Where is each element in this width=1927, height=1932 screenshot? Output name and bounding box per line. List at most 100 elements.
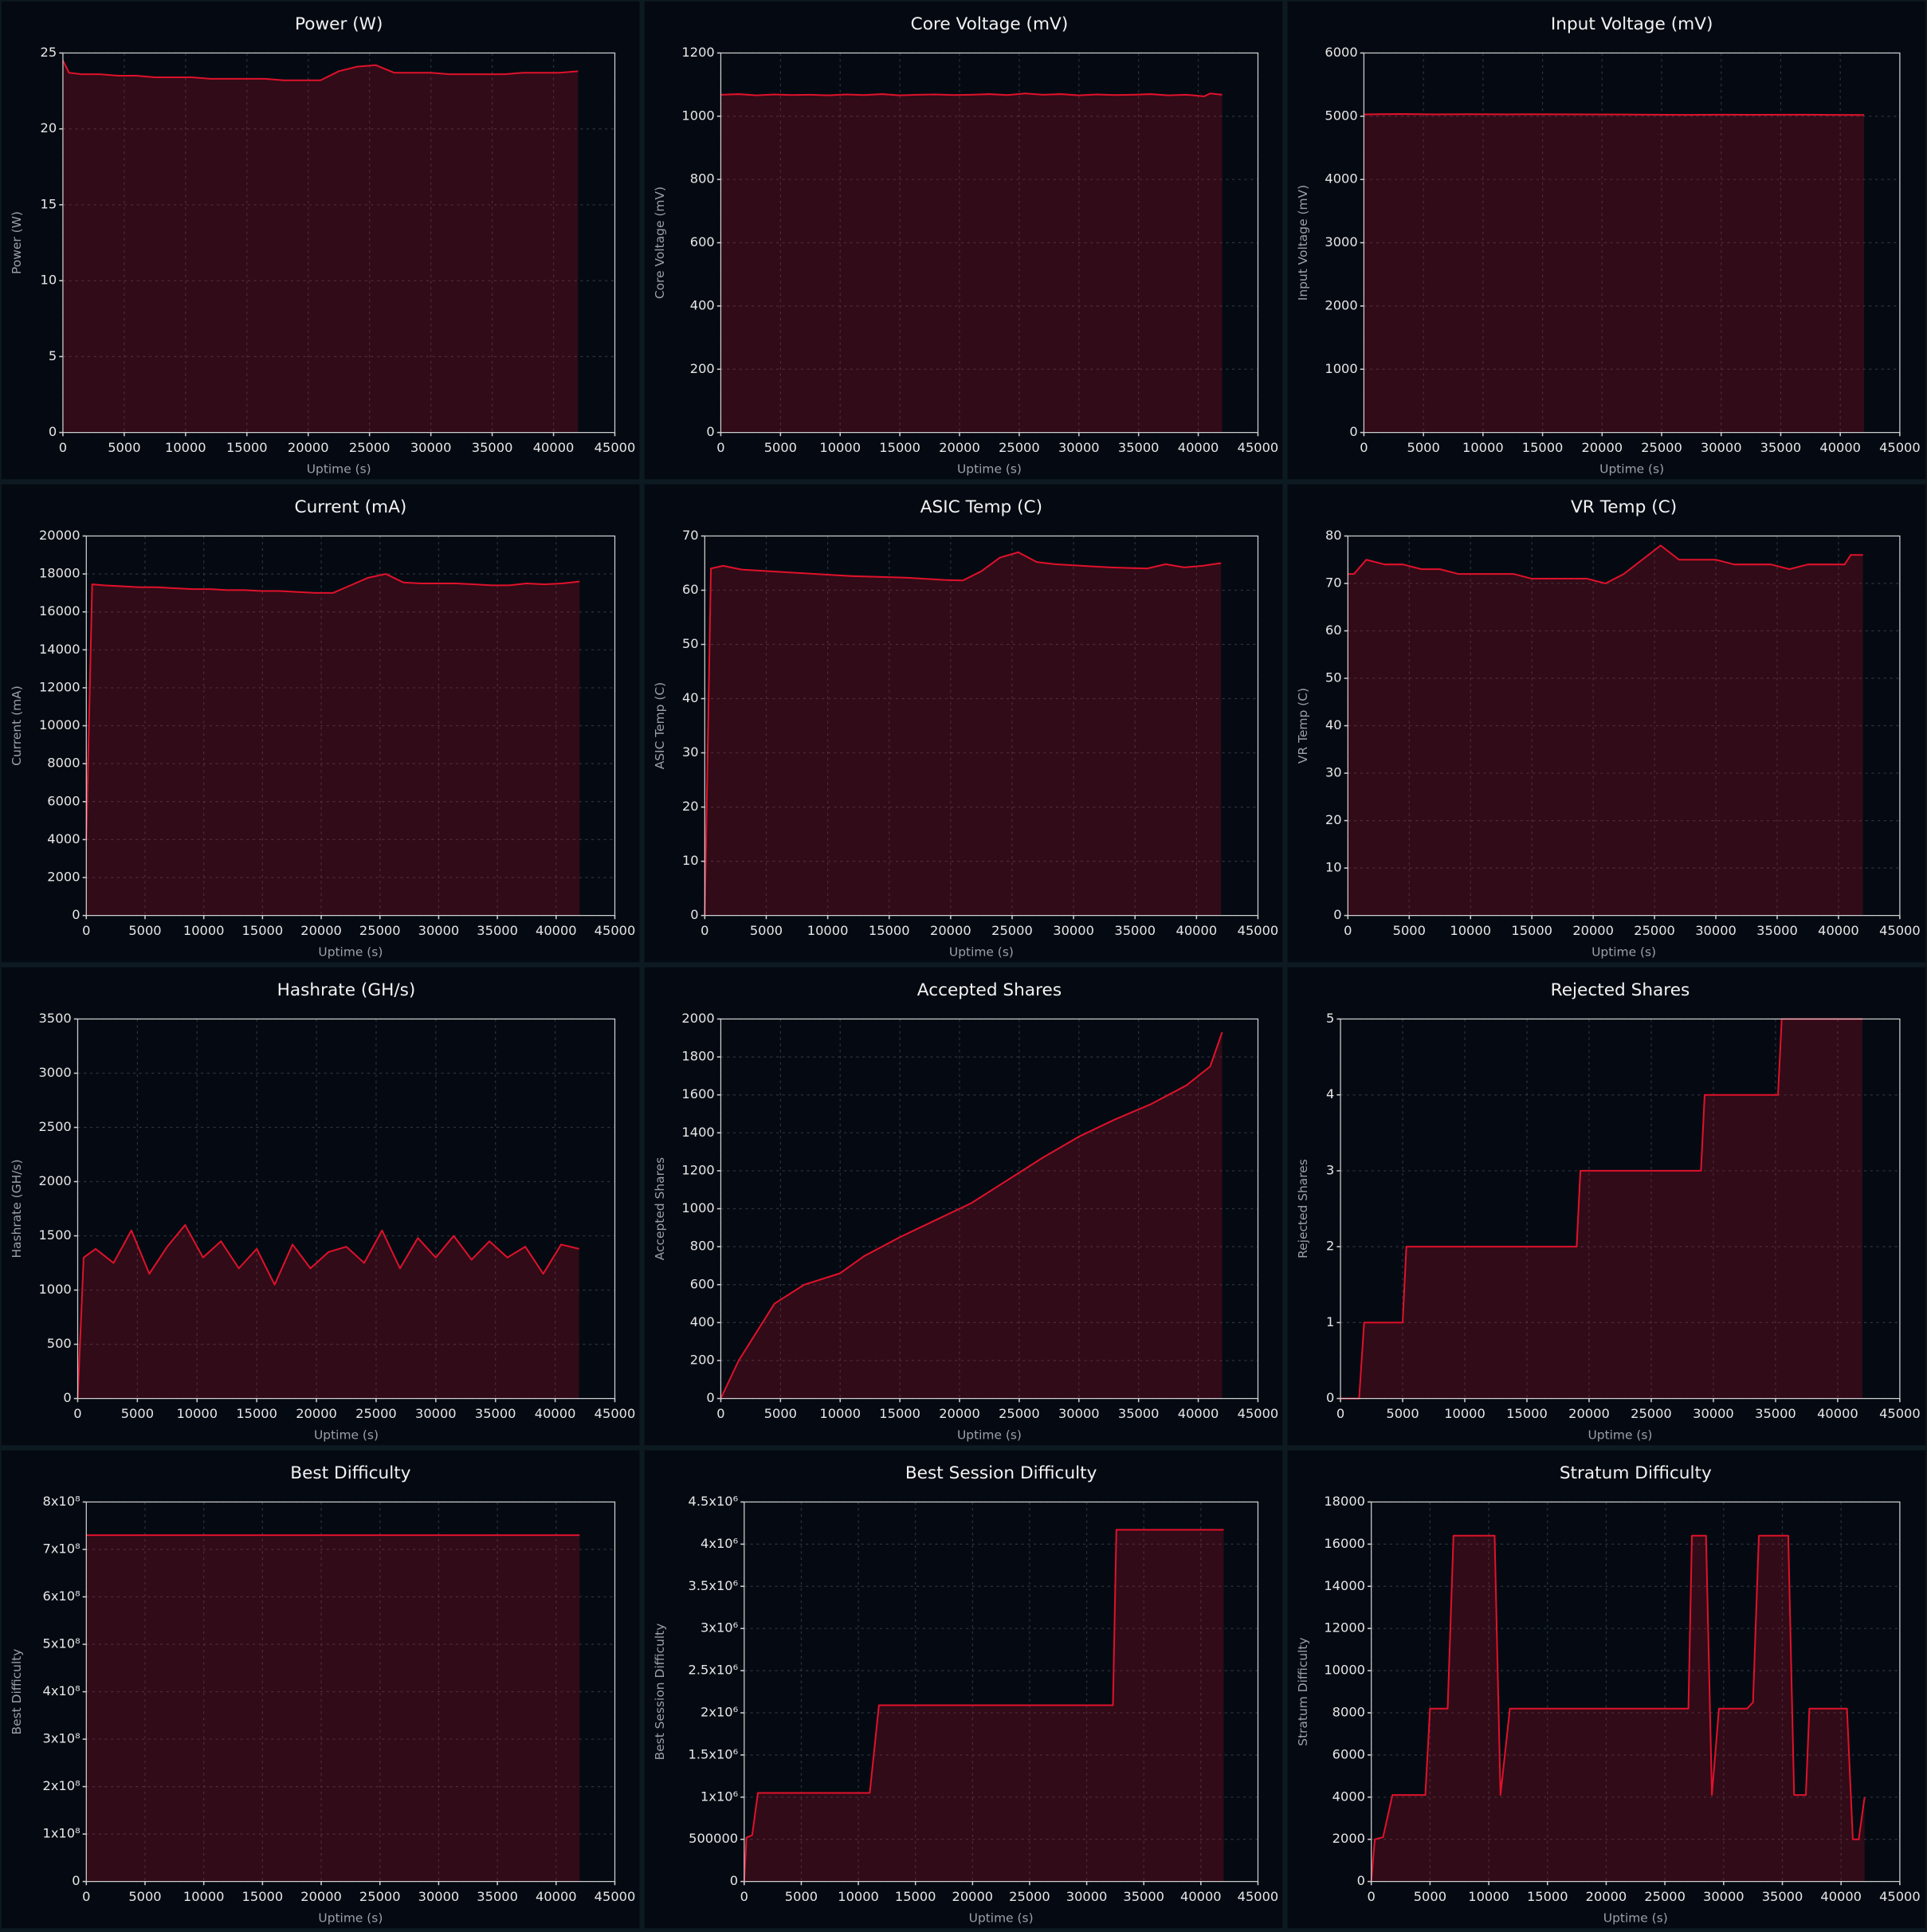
x-tick-label: 20000 [1572,923,1614,938]
area-fill [720,1032,1223,1399]
plot-frame [1340,1018,1901,1400]
x-axis-label: Uptime (s) [1591,944,1656,959]
x-tick-label: 40000 [1180,1889,1222,1904]
y-tick-label: 0 [72,1873,80,1888]
y-tick-label: 1000 [681,108,714,123]
plot-frame [720,1018,1259,1400]
y-tick-label: 400 [690,297,715,312]
chart-title: Power (W) [295,14,383,34]
y-tick-label: 14000 [39,642,80,657]
panel [644,1,1283,480]
y-tick-label: 6000 [1325,45,1357,60]
x-tick-label: 15000 [226,440,268,455]
y-tick-label: 200 [690,1353,715,1368]
x-tick-label: 30000 [418,923,460,938]
chart-title: Current (mA) [294,497,406,517]
y-tick-label: 2000 [1332,1831,1365,1846]
x-tick-label: 10000 [176,1406,218,1421]
y-tick-label: 50 [1325,670,1342,685]
x-tick-label: 5000 [1393,923,1426,938]
y-tick-label: 30 [682,744,699,760]
x-tick-label: 40000 [1178,440,1219,455]
x-tick-label: 0 [701,923,708,938]
y-tick-label: 15 [41,196,57,211]
x-tick-label: 40000 [1819,440,1861,455]
y-tick-label: 10 [682,853,699,868]
series-line [720,92,1223,97]
plot-frame [85,535,616,917]
y-tick-label: 4 [1326,1086,1334,1101]
x-tick-label: 0 [740,1889,748,1904]
x-tick-label: 45000 [595,1889,636,1904]
x-tick-label: 20000 [952,1889,994,1904]
y-tick-label: 1000 [38,1282,71,1297]
x-tick-label: 15000 [236,1406,277,1421]
y-tick-label: 600 [690,1276,715,1291]
y-tick-label: 2x10⁸ [43,1778,80,1793]
x-axis-label: Uptime (s) [318,944,383,959]
x-axis-label: Uptime (s) [307,461,371,476]
x-tick-label: 5000 [750,923,783,938]
y-axis-label: ASIC Temp (C) [653,682,667,769]
x-tick-label: 35000 [477,1889,518,1904]
y-axis-label: Power (W) [10,211,24,274]
chart-title: Rejected Shares [1551,980,1690,1000]
area-fill [86,1535,580,1882]
x-tick-label: 0 [1360,440,1368,455]
y-tick-label: 18000 [1324,1494,1365,1509]
x-tick-label: 20000 [939,1406,980,1421]
x-tick-label: 10000 [1450,923,1491,938]
x-tick-label: 15000 [242,923,284,938]
series-line [1370,1534,1866,1882]
y-tick-label: 3x10⁸ [43,1731,80,1746]
x-tick-label: 25000 [359,1889,401,1904]
y-tick-label: 14000 [1324,1578,1365,1593]
y-tick-label: 3x10⁶ [701,1620,738,1636]
y-tick-label: 20 [1325,812,1342,827]
y-axis-label: Best Session Difficulty [653,1624,667,1761]
x-tick-label: 45000 [1238,440,1279,455]
x-tick-label: 25000 [359,923,401,938]
x-tick-label: 45000 [1238,1889,1279,1904]
area-fill [86,574,580,916]
x-tick-label: 35000 [1756,923,1798,938]
series-line [1364,113,1865,116]
x-tick-label: 30000 [1703,1889,1745,1904]
x-tick-label: 45000 [595,1406,636,1421]
area-fill [1340,1019,1863,1399]
y-tick-label: 20 [41,120,57,135]
y-tick-label: 4x10⁸ [43,1683,80,1698]
panel [644,484,1283,963]
x-tick-label: 45000 [1879,1889,1921,1904]
x-axis-label: Uptime (s) [1588,1427,1652,1442]
y-tick-label: 3500 [38,1011,71,1026]
x-tick-label: 30000 [1058,1406,1100,1421]
y-tick-label: 80 [1325,528,1342,543]
y-tick-label: 5 [49,348,57,363]
y-tick-label: 30 [1325,765,1342,780]
x-tick-label: 5000 [1386,1406,1419,1421]
series-line [62,60,579,81]
y-tick-label: 0 [49,424,57,439]
x-tick-label: 35000 [475,1406,516,1421]
y-tick-label: 0 [706,1390,714,1405]
y-tick-label: 5000 [1325,108,1357,123]
x-tick-label: 5000 [121,1406,154,1421]
y-tick-label: 10000 [39,717,80,732]
x-tick-label: 25000 [999,440,1040,455]
y-tick-label: 1200 [681,1162,714,1177]
y-tick-label: 10 [1325,860,1342,875]
x-axis-label: Uptime (s) [949,944,1014,959]
y-tick-label: 1000 [1325,361,1357,376]
x-tick-label: 40000 [1818,923,1859,938]
chart-title: VR Temp (C) [1571,497,1677,517]
panel [1287,967,1926,1446]
y-tick-label: 4000 [1325,171,1357,187]
y-tick-label: 3 [1326,1162,1334,1177]
y-axis-label: VR Temp (C) [1296,688,1310,764]
series-line [85,573,580,840]
y-axis-label: Accepted Shares [653,1157,667,1260]
x-tick-label: 35000 [1118,440,1160,455]
x-tick-label: 35000 [477,923,518,938]
x-tick-label: 25000 [991,923,1033,938]
